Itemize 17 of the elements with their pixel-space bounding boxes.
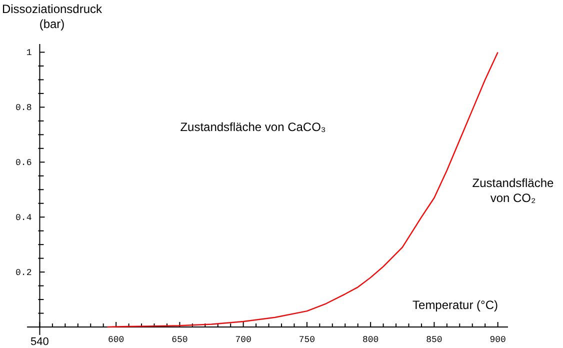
y-tick-label: 0.2 (16, 268, 32, 278)
y-tick-label: 0.8 (16, 103, 32, 114)
y-axis-title: Dissoziationsdruck (bar) (2, 2, 104, 31)
x-tick-label: 900 (490, 335, 506, 345)
annotation: Zustandsfläche von CaCO₃ (180, 120, 326, 134)
x-tick-label: 700 (235, 335, 252, 345)
y-tick-label: 0.6 (16, 158, 32, 168)
y-tick-label: 1 (26, 48, 32, 58)
annotation: Zustandsfläche von CO₂ (472, 176, 554, 205)
x-axis-title: Temperatur (°C) (412, 298, 498, 312)
y-tick-label: 0.4 (16, 213, 32, 224)
x-tick-label: 850 (426, 335, 442, 345)
x-tick-label: 750 (298, 335, 316, 345)
x-tick-label: 800 (362, 335, 379, 345)
x-tick-label: 540 (30, 336, 49, 348)
x-tick-label: 650 (172, 335, 188, 345)
x-tick-label: 600 (108, 335, 124, 345)
